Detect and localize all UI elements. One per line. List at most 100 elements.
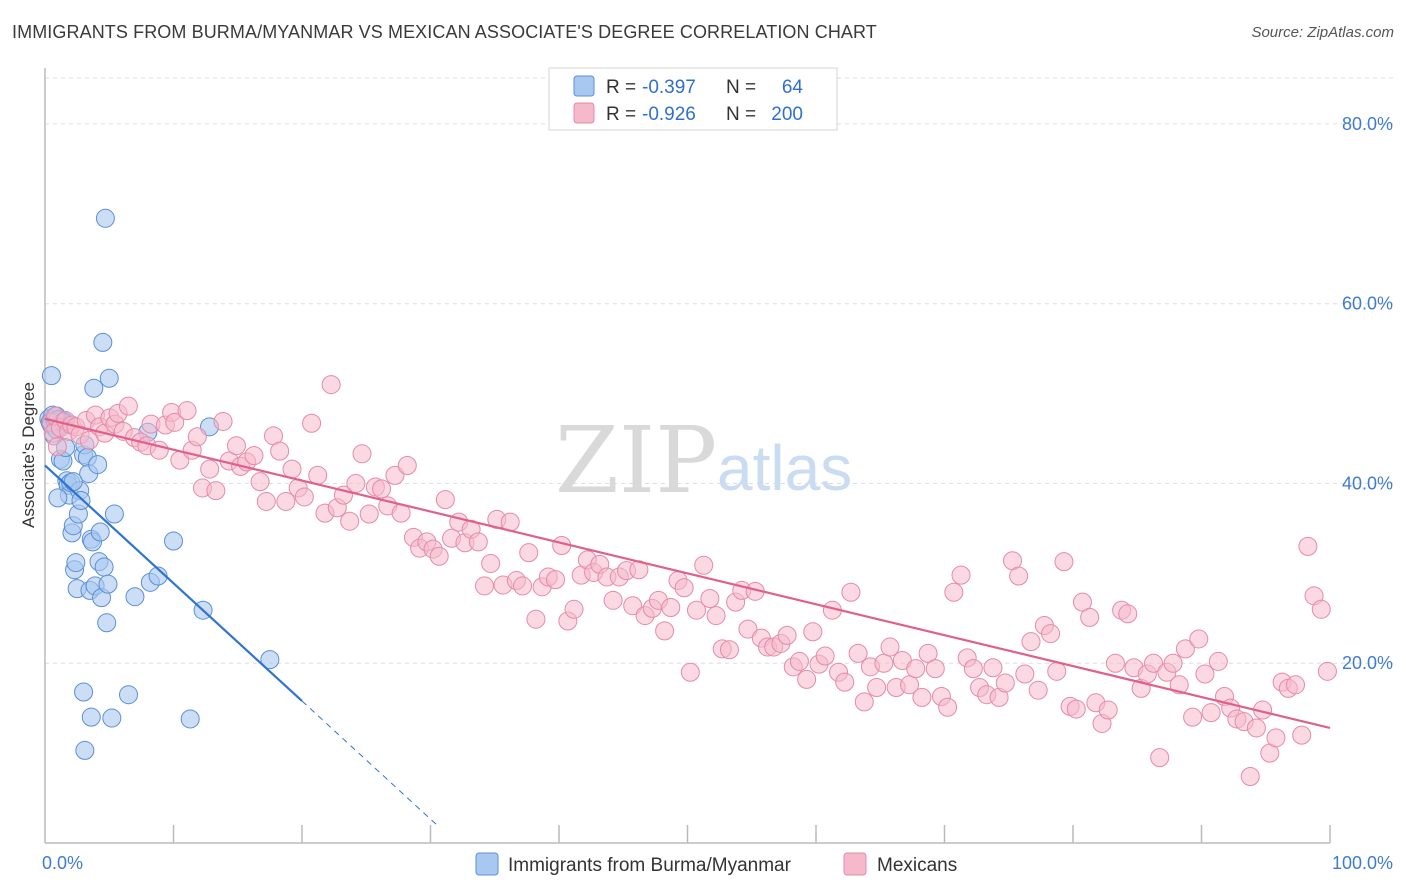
- data-point-mexicans: [250, 472, 270, 492]
- data-point-mexicans: [1054, 552, 1074, 572]
- data-point-mexicans: [352, 444, 372, 464]
- legend-series-swatch-burma: [475, 852, 499, 876]
- trend-line-burma: [44, 464, 303, 702]
- data-point-mexicans: [867, 678, 887, 698]
- data-point-mexicans: [1286, 675, 1306, 695]
- data-point-mexicans: [397, 455, 417, 475]
- x-tick-label: 100.0%: [1332, 853, 1393, 873]
- data-point-mexicans: [944, 582, 964, 602]
- data-point-burma: [164, 531, 183, 551]
- data-point-mexicans: [118, 396, 138, 416]
- data-point-burma: [125, 587, 145, 607]
- data-point-mexicans: [564, 599, 584, 619]
- data-point-mexicans: [256, 491, 276, 511]
- y-tick-label: 40.0%: [1342, 473, 1393, 493]
- data-point-mexicans: [951, 565, 971, 585]
- data-point-mexicans: [1195, 664, 1215, 684]
- data-point-burma: [41, 366, 61, 386]
- legend-r-value-2: -0.926: [642, 104, 696, 125]
- data-point-mexicans: [803, 622, 823, 642]
- data-point-burma: [102, 708, 122, 728]
- data-point-mexicans: [340, 511, 360, 531]
- data-point-mexicans: [226, 436, 246, 456]
- data-point-burma: [75, 740, 95, 760]
- chart-title: IMMIGRANTS FROM BURMA/MYANMAR VS MEXICAN…: [12, 22, 877, 42]
- data-point-mexicans: [1021, 632, 1041, 652]
- legend-r-label-1: R =: [606, 77, 636, 98]
- data-point-mexicans: [963, 659, 983, 679]
- data-point-mexicans: [346, 473, 366, 493]
- data-point-burma: [99, 368, 119, 388]
- legend-n-value-2: 200: [771, 104, 803, 125]
- data-point-mexicans: [706, 606, 726, 626]
- data-point-mexicans: [854, 692, 874, 712]
- data-point-mexicans: [177, 401, 197, 421]
- data-point-mexicans: [1041, 624, 1061, 644]
- data-point-burma: [88, 455, 108, 475]
- legend-r-value-1: -0.397: [642, 77, 696, 98]
- watermark-atlas: atlas: [717, 432, 852, 504]
- y-tick-label: 80.0%: [1342, 114, 1393, 134]
- data-point-mexicans: [308, 465, 328, 485]
- data-point-mexicans: [738, 619, 758, 639]
- data-point-mexicans: [661, 598, 681, 618]
- data-point-mexicans: [789, 651, 809, 671]
- data-point-mexicans: [435, 490, 455, 510]
- data-point-burma: [119, 685, 139, 705]
- data-point-burma: [84, 378, 104, 398]
- data-point-burma: [71, 491, 91, 511]
- data-point-mexicans: [1080, 607, 1100, 627]
- data-point-mexicans: [1183, 707, 1203, 727]
- data-point-mexicans: [165, 412, 185, 432]
- data-point-mexicans: [1009, 566, 1029, 586]
- data-point-mexicans: [1118, 604, 1138, 624]
- data-point-mexicans: [1189, 629, 1209, 649]
- gridlines: [45, 77, 1393, 664]
- legend-stats-box: [548, 67, 838, 131]
- trend-line-burma-extension: [301, 700, 438, 826]
- data-point-burma: [95, 208, 115, 228]
- data-point-mexicans: [282, 459, 302, 479]
- data-point-mexicans: [700, 589, 720, 609]
- data-point-mexicans: [359, 504, 379, 524]
- legend-r-label-2: R =: [606, 104, 636, 125]
- data-point-burma: [104, 504, 124, 524]
- data-point-mexicans: [623, 596, 643, 616]
- data-point-mexicans: [1015, 664, 1035, 684]
- legend-n-value-1: 64: [782, 77, 804, 98]
- data-point-burma: [66, 553, 86, 573]
- data-point-mexicans: [1292, 725, 1312, 745]
- data-point-mexicans: [680, 662, 700, 682]
- data-point-mexicans: [655, 621, 675, 641]
- tick-labels: 20.0% 40.0% 60.0% 80.0% 0.0% 100.0%: [42, 114, 1393, 873]
- x-tick-label: 0.0%: [42, 853, 83, 873]
- data-point-mexicans: [1208, 651, 1228, 671]
- y-tick-label: 20.0%: [1342, 653, 1393, 673]
- data-point-mexicans: [187, 427, 207, 447]
- data-point-mexicans: [294, 487, 314, 507]
- legend-stats: R = -0.397 N = 64 R = -0.926 N = 200: [548, 67, 838, 131]
- data-point-burma: [98, 574, 118, 594]
- y-axis-label: Associate's Degree: [19, 382, 38, 528]
- data-point-mexicans: [1105, 653, 1125, 673]
- data-point-mexicans: [674, 578, 694, 598]
- data-point-mexicans: [481, 553, 501, 573]
- data-point-mexicans: [79, 430, 99, 450]
- data-point-mexicans: [687, 600, 707, 620]
- data-point-mexicans: [1175, 639, 1195, 659]
- data-point-burma: [180, 709, 200, 729]
- data-point-mexicans: [385, 465, 405, 485]
- data-point-mexicans: [719, 640, 739, 660]
- watermark-zip: ZIP: [555, 407, 717, 514]
- legend-series: Immigrants from Burma/Myanmar Mexicans: [475, 852, 957, 876]
- data-point-mexicans: [474, 576, 494, 596]
- data-point-mexicans: [1098, 700, 1118, 720]
- data-point-mexicans: [1201, 703, 1221, 723]
- data-point-mexicans: [1266, 728, 1286, 748]
- source-credit: Source: ZipAtlas.com: [1251, 24, 1394, 41]
- legend-n-label-2: N =: [726, 104, 756, 125]
- data-point-mexicans: [200, 459, 220, 479]
- data-point-mexicans: [213, 411, 233, 431]
- data-point-mexicans: [244, 446, 264, 466]
